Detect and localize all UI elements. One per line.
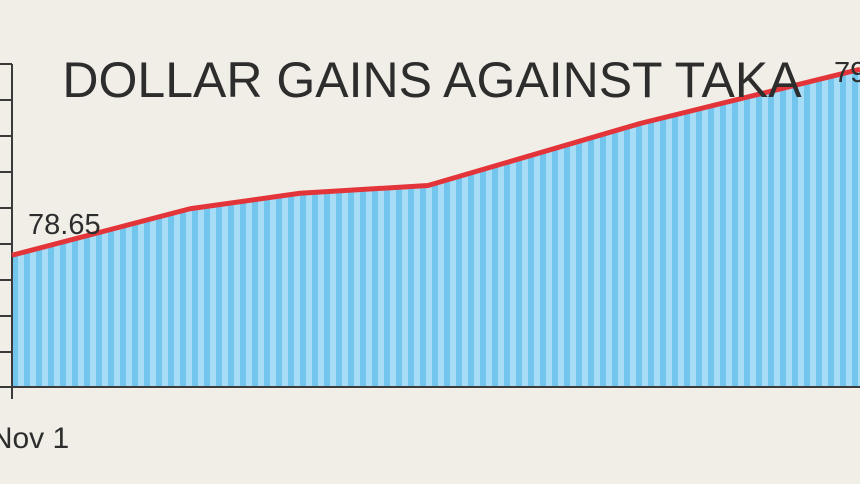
area-fill xyxy=(12,69,860,387)
data-label: 78.65 xyxy=(28,209,101,241)
series-line xyxy=(11,66,860,258)
data-label: 79 xyxy=(834,57,860,89)
chart-title: DOLLAR GAINS AGAINST TAKA xyxy=(62,52,802,108)
x-tick-label: Nov 1 xyxy=(0,422,69,455)
